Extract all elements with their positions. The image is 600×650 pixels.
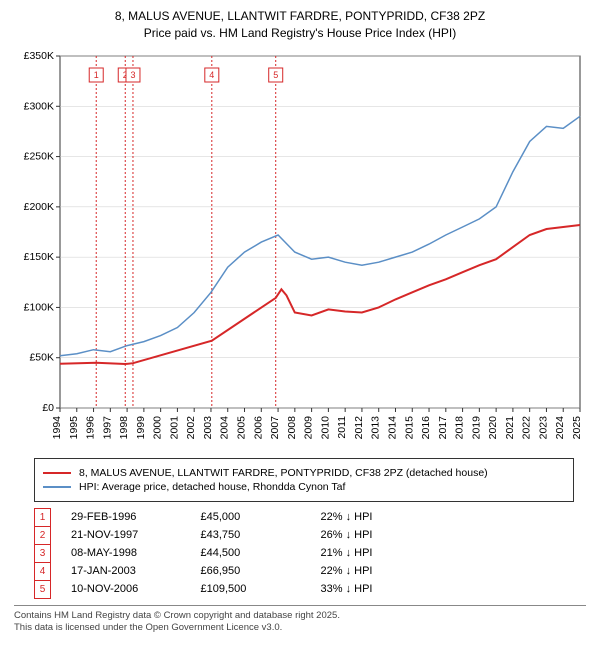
- svg-text:2021: 2021: [504, 415, 516, 439]
- tx-pct: 21% ↓ HPI: [311, 544, 383, 562]
- footer-line1: Contains HM Land Registry data © Crown c…: [14, 610, 586, 622]
- table-row: 510-NOV-2006£109,50033% ↓ HPI: [35, 580, 383, 598]
- svg-text:2013: 2013: [370, 415, 382, 439]
- chart-title: 8, MALUS AVENUE, LLANTWIT FARDRE, PONTYP…: [14, 8, 586, 42]
- chart-svg: £0 £50K £100K £150K £200K £250K £300K £350K 1994…: [14, 50, 586, 450]
- svg-text:4: 4: [209, 70, 214, 80]
- svg-text:2024: 2024: [554, 415, 566, 439]
- svg-text:1994: 1994: [51, 415, 63, 439]
- tx-marker: 2: [35, 526, 51, 544]
- tx-price: £43,750: [191, 526, 311, 544]
- svg-text:£0: £0: [42, 402, 54, 414]
- svg-text:1995: 1995: [68, 415, 80, 439]
- price-chart: £0 £50K £100K £150K £200K £250K £300K £350K 1994…: [14, 50, 586, 450]
- legend: 8, MALUS AVENUE, LLANTWIT FARDRE, PONTYP…: [34, 458, 574, 502]
- tx-marker: 3: [35, 544, 51, 562]
- svg-text:£100K: £100K: [24, 301, 54, 313]
- svg-text:£250K: £250K: [24, 150, 54, 162]
- svg-text:£50K: £50K: [29, 351, 54, 363]
- svg-text:2009: 2009: [303, 415, 315, 439]
- svg-text:2006: 2006: [252, 415, 264, 439]
- table-row: 221-NOV-1997£43,75026% ↓ HPI: [35, 526, 383, 544]
- svg-text:2022: 2022: [521, 415, 533, 439]
- svg-text:2010: 2010: [319, 415, 331, 439]
- svg-text:1998: 1998: [118, 415, 130, 439]
- svg-text:2017: 2017: [437, 415, 449, 439]
- svg-text:2004: 2004: [219, 415, 231, 439]
- svg-text:2025: 2025: [571, 415, 583, 439]
- tx-price: £109,500: [191, 580, 311, 598]
- legend-swatch: [43, 472, 71, 474]
- table-row: 129-FEB-1996£45,00022% ↓ HPI: [35, 508, 383, 526]
- svg-text:2008: 2008: [286, 415, 298, 439]
- legend-label: 8, MALUS AVENUE, LLANTWIT FARDRE, PONTYP…: [79, 467, 488, 479]
- svg-text:2016: 2016: [420, 415, 432, 439]
- svg-text:5: 5: [273, 70, 278, 80]
- tx-date: 10-NOV-2006: [51, 580, 191, 598]
- tx-price: £44,500: [191, 544, 311, 562]
- svg-text:1: 1: [94, 70, 99, 80]
- svg-text:2007: 2007: [269, 415, 281, 439]
- legend-row: 8, MALUS AVENUE, LLANTWIT FARDRE, PONTYP…: [43, 467, 565, 479]
- tx-pct: 33% ↓ HPI: [311, 580, 383, 598]
- tx-price: £45,000: [191, 508, 311, 526]
- svg-text:2015: 2015: [403, 415, 415, 439]
- svg-text:2020: 2020: [487, 415, 499, 439]
- tx-pct: 22% ↓ HPI: [311, 508, 383, 526]
- title-line1: 8, MALUS AVENUE, LLANTWIT FARDRE, PONTYP…: [14, 8, 586, 25]
- legend-label: HPI: Average price, detached house, Rhon…: [79, 481, 345, 493]
- svg-text:1999: 1999: [135, 415, 147, 439]
- legend-row: HPI: Average price, detached house, Rhon…: [43, 481, 565, 493]
- legend-swatch: [43, 486, 71, 488]
- tx-pct: 22% ↓ HPI: [311, 562, 383, 580]
- svg-text:2000: 2000: [152, 415, 164, 439]
- svg-text:2001: 2001: [168, 415, 180, 439]
- svg-text:2019: 2019: [470, 415, 482, 439]
- svg-text:£200K: £200K: [24, 200, 54, 212]
- footer: Contains HM Land Registry data © Crown c…: [14, 605, 586, 635]
- svg-text:2003: 2003: [202, 415, 214, 439]
- svg-text:2014: 2014: [386, 415, 398, 439]
- tx-pct: 26% ↓ HPI: [311, 526, 383, 544]
- tx-date: 21-NOV-1997: [51, 526, 191, 544]
- table-row: 308-MAY-1998£44,50021% ↓ HPI: [35, 544, 383, 562]
- tx-date: 08-MAY-1998: [51, 544, 191, 562]
- tx-price: £66,950: [191, 562, 311, 580]
- tx-marker: 1: [35, 508, 51, 526]
- footer-line2: This data is licensed under the Open Gov…: [14, 622, 586, 634]
- svg-text:2005: 2005: [236, 415, 248, 439]
- table-row: 417-JAN-2003£66,95022% ↓ HPI: [35, 562, 383, 580]
- tx-date: 17-JAN-2003: [51, 562, 191, 580]
- svg-text:1996: 1996: [85, 415, 97, 439]
- title-line2: Price paid vs. HM Land Registry's House …: [14, 25, 586, 42]
- tx-marker: 5: [35, 580, 51, 598]
- svg-text:1997: 1997: [101, 415, 113, 439]
- tx-date: 29-FEB-1996: [51, 508, 191, 526]
- svg-text:2002: 2002: [185, 415, 197, 439]
- svg-text:3: 3: [130, 70, 135, 80]
- svg-text:£350K: £350K: [24, 50, 54, 62]
- svg-text:£150K: £150K: [24, 251, 54, 263]
- svg-text:£300K: £300K: [24, 100, 54, 112]
- svg-text:2012: 2012: [353, 415, 365, 439]
- tx-marker: 4: [35, 562, 51, 580]
- svg-text:2018: 2018: [454, 415, 466, 439]
- svg-text:2011: 2011: [336, 415, 348, 438]
- transactions-table: 129-FEB-1996£45,00022% ↓ HPI221-NOV-1997…: [34, 508, 383, 599]
- svg-text:2023: 2023: [537, 415, 549, 439]
